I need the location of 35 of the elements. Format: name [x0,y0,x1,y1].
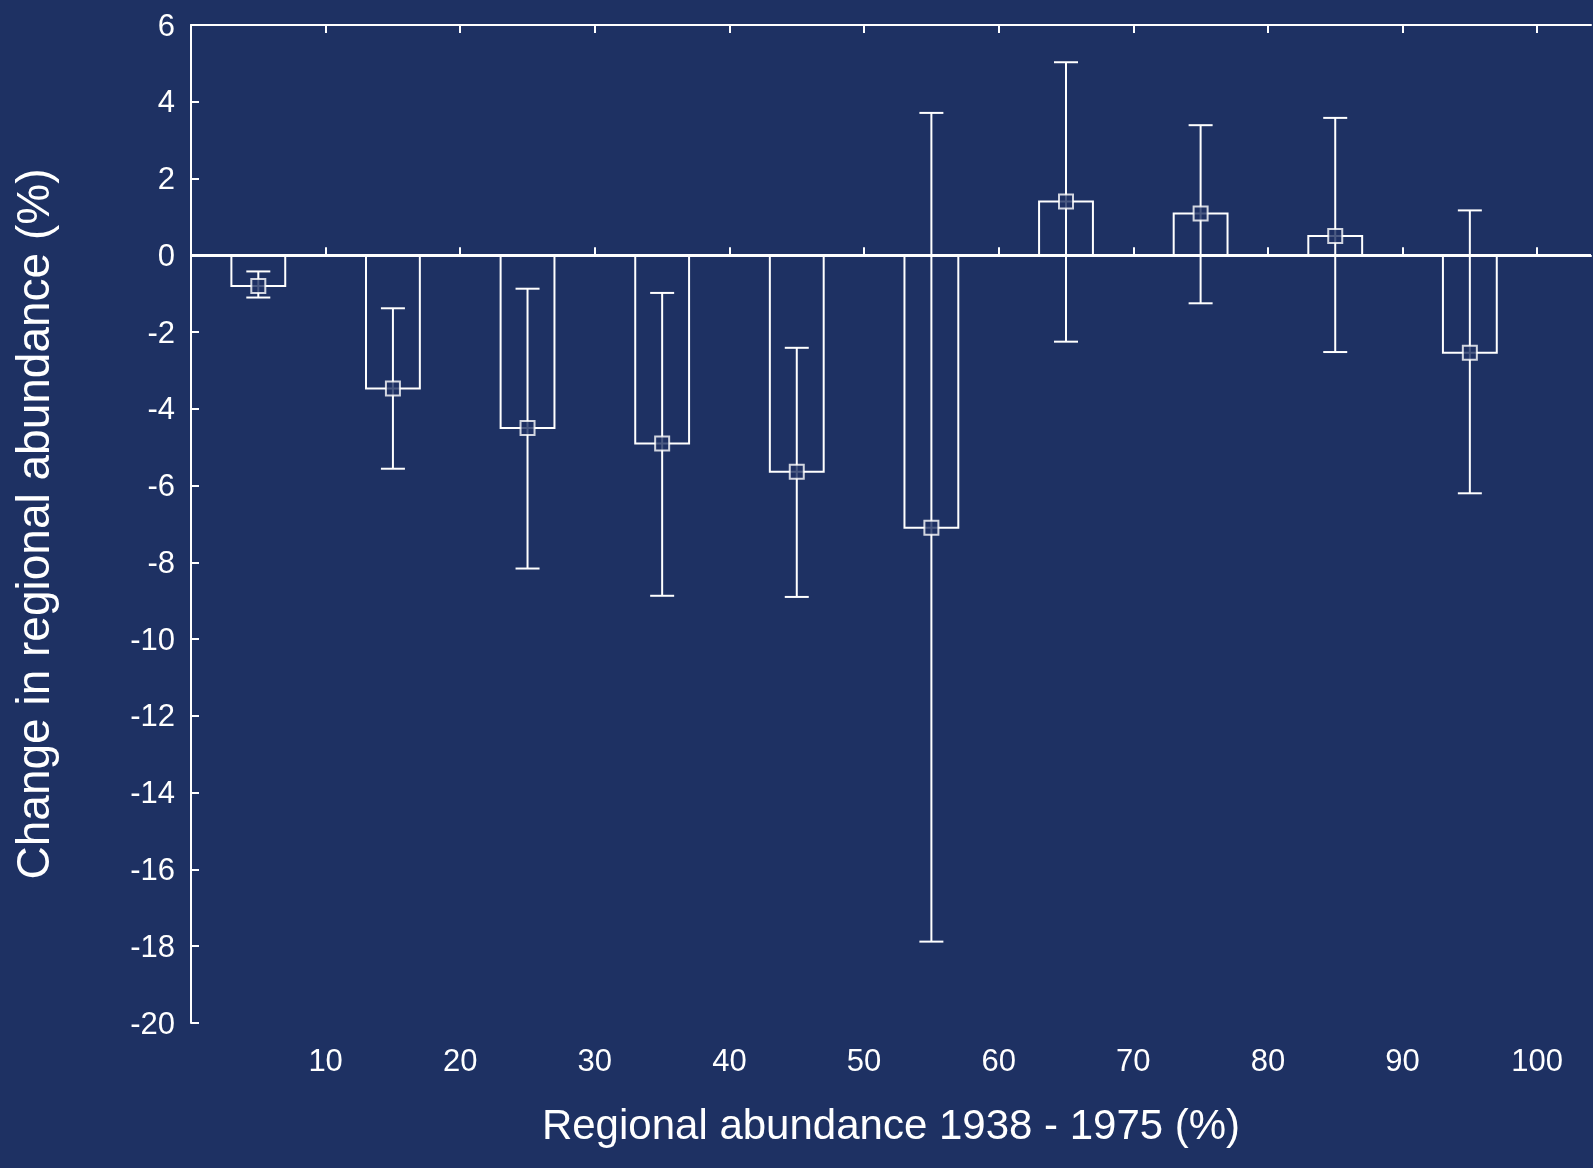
y-tick-label: -12 [130,698,175,734]
point [384,380,401,397]
point [1461,344,1478,361]
y-tick-label: -10 [130,621,175,657]
x-tick-label: 70 [1116,1043,1151,1078]
y-axis-title: Change in regional abundance (%) [7,168,59,880]
y-tick-label: -2 [147,314,175,350]
point [654,435,671,452]
x-tick-label: 100 [1511,1043,1564,1078]
x-tick-label: 90 [1385,1043,1420,1078]
y-tick-label: -14 [130,775,175,811]
y-tick-label: -4 [147,391,175,427]
y-tick-label: -8 [147,544,175,580]
x-tick-label: 50 [846,1043,882,1078]
point [1192,205,1209,222]
y-tick-label: 4 [157,84,175,120]
point [923,519,940,536]
x-tick-label: 60 [981,1043,1016,1078]
y-tick-label: 2 [157,161,175,197]
y-tick-label: -18 [130,928,175,964]
x-tick-label: 10 [308,1043,343,1078]
y-tick-label: 6 [157,7,175,43]
point [250,278,267,295]
point [1058,193,1074,210]
x-tick-label: 40 [712,1043,747,1078]
x-axis-title: Regional abundance 1938 - 1975 (%) [541,1100,1241,1148]
point [519,420,536,437]
x-tick-label: 80 [1250,1043,1286,1078]
y-tick-label: -20 [130,1005,175,1041]
y-tick-label: 0 [157,237,175,273]
y-tick-label: -6 [147,468,175,504]
point [788,463,805,480]
x-tick-label: 20 [442,1043,478,1078]
x-tick-label: 30 [577,1043,613,1078]
y-tick-label: -16 [130,851,175,887]
